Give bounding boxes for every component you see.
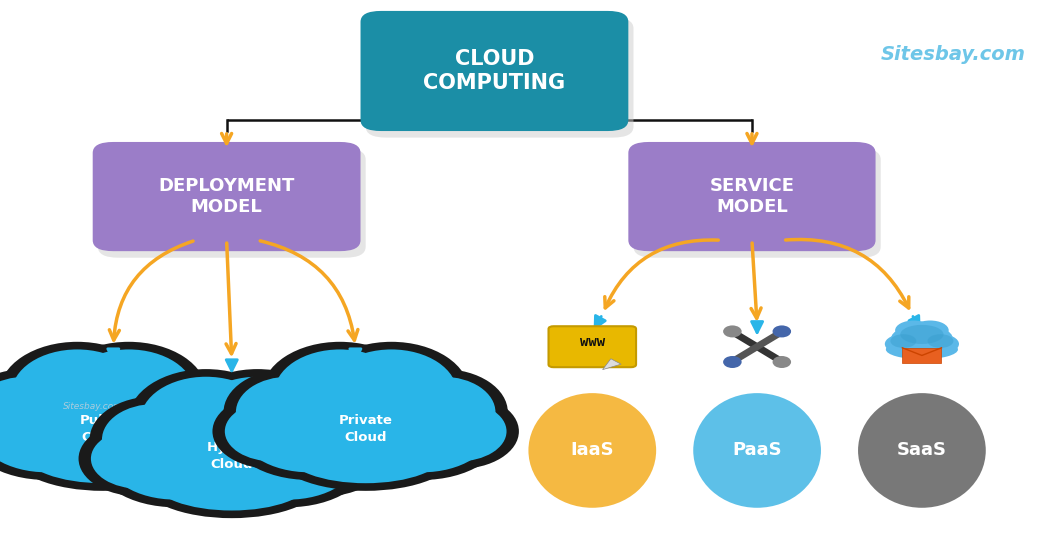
Text: Public
Cloud: Public Cloud xyxy=(80,414,126,443)
Ellipse shape xyxy=(11,349,143,437)
Ellipse shape xyxy=(0,342,155,444)
Ellipse shape xyxy=(885,334,922,354)
FancyBboxPatch shape xyxy=(93,142,361,251)
Ellipse shape xyxy=(0,377,78,448)
Ellipse shape xyxy=(148,401,244,461)
Text: SERVICE
MODEL: SERVICE MODEL xyxy=(710,177,794,216)
Ellipse shape xyxy=(411,401,506,461)
Ellipse shape xyxy=(64,349,195,437)
Text: PaaS: PaaS xyxy=(733,442,782,459)
Text: Hybrid
Cloud: Hybrid Cloud xyxy=(206,441,256,471)
Ellipse shape xyxy=(123,377,341,513)
Ellipse shape xyxy=(206,405,371,507)
Ellipse shape xyxy=(723,325,742,337)
Ellipse shape xyxy=(922,334,959,354)
FancyBboxPatch shape xyxy=(902,348,942,363)
Text: SaaS: SaaS xyxy=(897,442,947,459)
Ellipse shape xyxy=(352,385,493,472)
Ellipse shape xyxy=(891,325,952,352)
Ellipse shape xyxy=(257,350,474,485)
Text: Sitesbay.com: Sitesbay.com xyxy=(63,402,123,411)
Ellipse shape xyxy=(378,369,507,455)
Ellipse shape xyxy=(224,369,353,455)
Ellipse shape xyxy=(256,404,362,475)
Ellipse shape xyxy=(772,325,791,337)
FancyBboxPatch shape xyxy=(548,326,636,367)
Ellipse shape xyxy=(891,334,916,348)
Polygon shape xyxy=(602,359,621,370)
Ellipse shape xyxy=(51,342,206,444)
Ellipse shape xyxy=(264,421,384,496)
Ellipse shape xyxy=(116,369,245,455)
Ellipse shape xyxy=(314,342,470,444)
Ellipse shape xyxy=(244,396,374,483)
FancyBboxPatch shape xyxy=(361,11,628,131)
FancyBboxPatch shape xyxy=(366,17,634,138)
Ellipse shape xyxy=(287,423,445,483)
FancyBboxPatch shape xyxy=(98,149,366,258)
Text: IaaS: IaaS xyxy=(570,442,614,459)
Text: DEPLOYMENT
MODEL: DEPLOYMENT MODEL xyxy=(158,177,295,216)
Ellipse shape xyxy=(723,356,742,368)
Ellipse shape xyxy=(528,393,656,508)
Ellipse shape xyxy=(0,385,117,472)
Ellipse shape xyxy=(179,369,336,472)
Ellipse shape xyxy=(0,377,129,480)
Ellipse shape xyxy=(900,325,944,344)
Ellipse shape xyxy=(213,394,333,469)
Ellipse shape xyxy=(135,385,328,505)
Ellipse shape xyxy=(90,396,220,483)
Ellipse shape xyxy=(693,393,821,508)
Ellipse shape xyxy=(0,369,91,455)
Ellipse shape xyxy=(235,377,341,448)
Ellipse shape xyxy=(239,385,379,472)
Ellipse shape xyxy=(141,377,272,464)
Ellipse shape xyxy=(912,321,948,340)
Ellipse shape xyxy=(226,377,392,480)
Ellipse shape xyxy=(886,340,958,359)
Ellipse shape xyxy=(78,421,200,496)
Ellipse shape xyxy=(6,358,199,478)
Ellipse shape xyxy=(135,394,256,469)
Ellipse shape xyxy=(772,356,791,368)
Ellipse shape xyxy=(858,393,986,508)
Ellipse shape xyxy=(90,385,229,472)
Ellipse shape xyxy=(192,377,323,464)
Ellipse shape xyxy=(219,412,358,500)
Ellipse shape xyxy=(77,377,242,480)
Ellipse shape xyxy=(274,349,405,437)
Ellipse shape xyxy=(141,443,323,518)
Ellipse shape xyxy=(0,394,71,469)
Ellipse shape xyxy=(276,429,373,489)
Ellipse shape xyxy=(153,450,311,511)
Ellipse shape xyxy=(24,423,181,483)
Ellipse shape xyxy=(102,404,207,475)
Ellipse shape xyxy=(225,401,321,461)
Ellipse shape xyxy=(262,342,418,444)
Ellipse shape xyxy=(895,321,933,340)
Ellipse shape xyxy=(11,416,194,491)
Ellipse shape xyxy=(0,350,212,485)
Ellipse shape xyxy=(0,401,58,461)
Ellipse shape xyxy=(93,405,257,507)
Ellipse shape xyxy=(91,429,188,489)
Ellipse shape xyxy=(391,377,495,448)
Ellipse shape xyxy=(105,412,245,500)
Ellipse shape xyxy=(398,394,519,469)
Text: Private
Cloud: Private Cloud xyxy=(339,414,393,443)
Ellipse shape xyxy=(270,358,462,478)
Ellipse shape xyxy=(326,349,457,437)
FancyBboxPatch shape xyxy=(634,149,880,258)
Text: www: www xyxy=(579,335,604,349)
Ellipse shape xyxy=(128,369,284,472)
Ellipse shape xyxy=(128,377,232,448)
FancyBboxPatch shape xyxy=(628,142,875,251)
Ellipse shape xyxy=(274,416,456,491)
Text: Sitesbay.com: Sitesbay.com xyxy=(880,45,1025,64)
Text: CLOUD
COMPUTING: CLOUD COMPUTING xyxy=(423,49,566,93)
Ellipse shape xyxy=(340,377,504,480)
Ellipse shape xyxy=(927,334,953,348)
